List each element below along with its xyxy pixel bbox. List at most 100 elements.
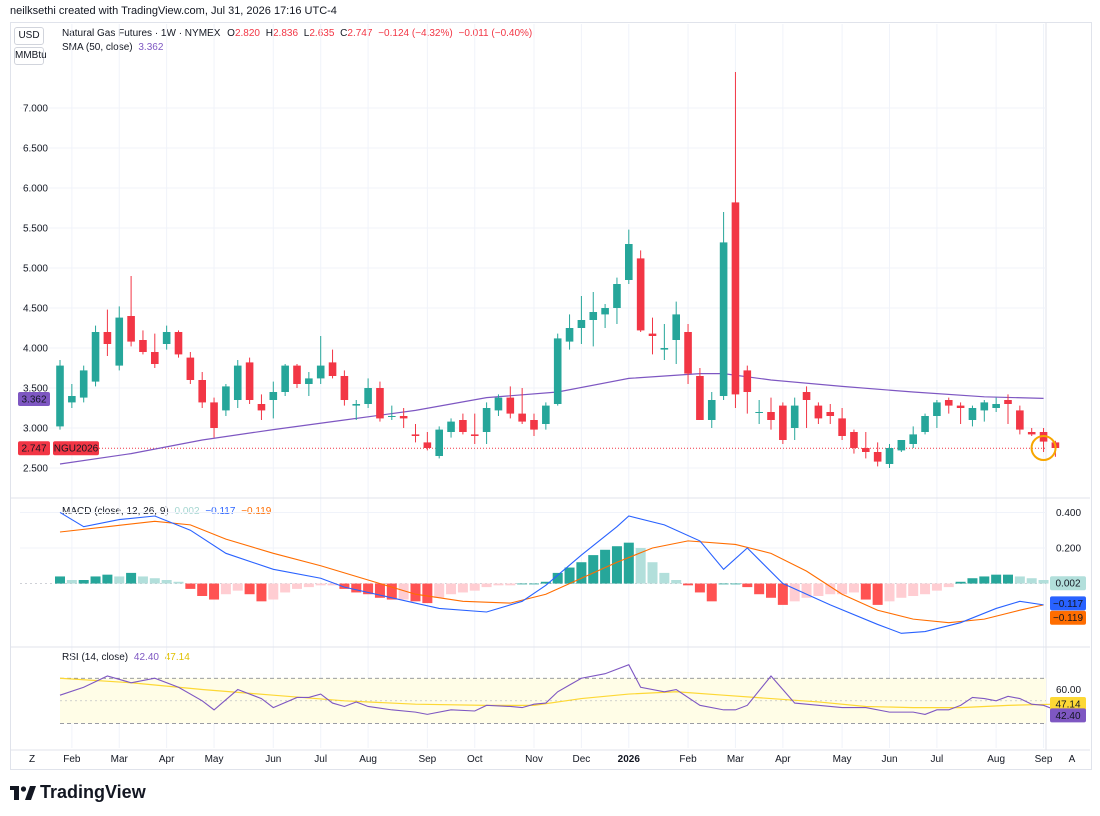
macd-histogram-bar [908,583,919,596]
candle-body [281,365,289,392]
rsi-legend[interactable]: RSI (14, close) 42.40 47.14 [62,652,190,663]
candle-body [1016,410,1024,430]
brand-name: TradingView [40,782,146,802]
candle-body [388,416,396,417]
candle-body [79,370,88,398]
tradingview-logo: TradingView [10,782,146,803]
low-value: 2.635 [309,28,335,39]
sma-legend[interactable]: SMA (50, close) 3.362 [62,42,163,53]
candle-body [944,400,953,406]
macd-histogram-bar [920,583,931,595]
macd-histogram-bar [837,583,848,595]
macd-histogram-bar [955,581,966,584]
timezone-button[interactable]: Z [29,754,35,765]
x-tick-label: Dec [573,754,591,765]
macd-legend[interactable]: MACD (close, 12, 26, 9) 0.002 −0.117 −0.… [62,506,271,517]
rsi-line [59,663,1056,715]
macd-histogram-bar [102,574,113,584]
price-tick-label: 2.500 [23,464,48,475]
candle-body [980,402,989,411]
macd-histogram-bar [78,580,89,584]
macd-histogram-bar [55,576,65,584]
candle-body [968,408,977,420]
candle-body [838,418,846,436]
candle-body [743,370,752,392]
candle-body [636,258,645,331]
currency-button[interactable]: USD [14,27,44,45]
macd-histogram-bar [588,555,599,584]
rsi-ma-tag: 47.14 [1050,697,1086,712]
candle-body [1027,432,1036,435]
candle-body [411,434,420,436]
candle-body [494,397,503,411]
macd-histogram-bar [777,583,788,605]
macd-histogram-bar [126,572,137,584]
candle-body [660,348,669,350]
candle-body [174,332,183,355]
chart-frame [10,22,1092,770]
candle-body [790,405,799,428]
tradingview-logo-icon [10,785,36,800]
unit-button[interactable]: MMBtu [14,47,47,65]
ticker-tag-text: NGU2026 [54,444,99,455]
macd-histogram-bar [446,583,457,595]
macd-value-tag-text: −0.117 [1053,599,1084,610]
highlight-circle [1030,435,1057,461]
macd-histogram-bar [209,583,220,600]
candle-body [719,242,728,396]
candle-body [245,362,254,400]
macd-histogram-bar [742,583,753,588]
rsi-value: 42.40 [133,652,159,663]
candle-body [482,408,491,432]
macd-histogram-bar [256,583,267,602]
candle-body [956,405,965,408]
candle-body [340,376,349,400]
macd-histogram-bar [280,583,291,593]
macd-histogram-bar [813,583,824,596]
candle-body [139,340,147,352]
x-tick-label: Jun [265,754,281,765]
candle-body [909,434,917,444]
candle-body [91,332,100,382]
price-tick-label: 4.000 [23,344,48,355]
macd-value-tag: −0.117 [1050,596,1086,611]
rsi-ma-line [59,677,1056,709]
macd-value-tag-bg [1050,596,1086,611]
macd-histogram-bar [66,580,77,584]
x-tick-label: Feb [63,754,81,765]
sma-price-tag-text: 3.362 [21,395,46,406]
candle-body [518,413,526,422]
macd-histogram-bar [292,583,302,589]
symbol-legend: Natural Gas Futures · 1W · NYMEX O2.820 … [62,28,532,39]
macd-histogram-bar [351,583,362,593]
last-price-tag: 2.747 [18,441,50,456]
symbol-title[interactable]: Natural Gas Futures · 1W · NYMEX [62,28,221,39]
close-value: 2.747 [347,28,373,39]
candle-body [613,284,621,308]
x-tick-label: Jul [931,754,944,765]
open-label: O [227,28,235,39]
macd-histogram-bar [706,583,717,602]
candle-body [198,380,206,403]
candle-body [767,412,775,420]
rsi-tick-label: 60.00 [1056,685,1081,696]
last-price-tag-text: 2.747 [21,444,46,455]
candle-body [873,452,882,462]
macd-histogram-bar [422,583,433,604]
candle-body [103,332,112,344]
rsi-ma-tag-bg [1050,697,1086,712]
macd-hist-value: 0.002 [174,506,200,517]
candle-body [68,396,76,403]
macd-histogram-bar [374,583,385,598]
candle-body [933,402,941,416]
x-tick-label: Aug [359,754,377,765]
candle-body [305,378,313,384]
macd-histogram-bar [635,548,646,584]
macd-histogram-bar [671,580,682,584]
macd-label: MACD (close, 12, 26, 9) [62,506,169,517]
macd-histogram-bar [268,583,279,600]
macd-histogram-bar [872,583,883,605]
candle-body [423,442,432,448]
auto-scale-button[interactable]: A [1069,754,1076,765]
